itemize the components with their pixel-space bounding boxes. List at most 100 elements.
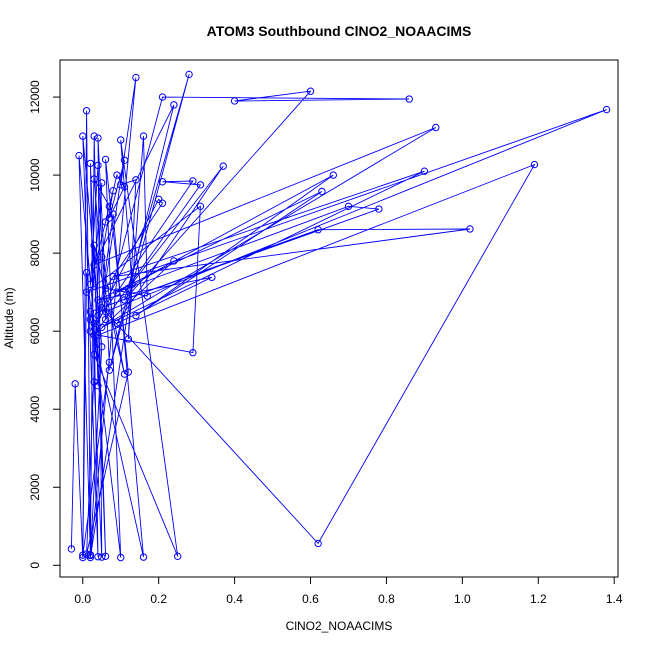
x-tick-label: 1.0 — [454, 592, 471, 606]
data-point — [170, 257, 178, 265]
data-point — [98, 343, 106, 351]
data-point — [196, 181, 205, 189]
data-point — [117, 136, 125, 144]
data-point — [109, 210, 117, 218]
data-point — [189, 348, 197, 357]
data-point — [105, 366, 114, 374]
data-point — [113, 319, 121, 328]
x-tick-label: 0.8 — [378, 592, 395, 606]
data-point — [86, 159, 95, 168]
data-point — [602, 105, 611, 114]
data-point — [101, 155, 110, 164]
data-point — [86, 280, 95, 289]
data-point — [94, 311, 102, 320]
data-point — [158, 199, 167, 207]
data-point — [82, 107, 91, 115]
data-point — [98, 553, 106, 561]
data-point — [101, 315, 110, 324]
data-point — [94, 382, 102, 390]
data-point — [158, 93, 167, 101]
data-point — [94, 134, 102, 142]
data-point — [128, 280, 136, 289]
data-point — [124, 368, 133, 376]
data-point — [67, 545, 76, 553]
x-tick-label: 1.4 — [606, 592, 623, 606]
data-point — [90, 175, 98, 183]
data-point — [405, 95, 413, 103]
y-axis: 0 2000 4000 6000 8000 10000 12000 — [28, 80, 61, 569]
data-point — [101, 218, 110, 226]
data-point — [98, 179, 106, 187]
data-point — [124, 284, 133, 292]
data-point — [466, 225, 474, 233]
data-point — [86, 327, 95, 335]
data-point — [94, 553, 102, 561]
data-point — [101, 552, 110, 561]
x-axis: 0.0 0.2 0.4 0.6 0.8 1.0 1.2 1.4 — [74, 576, 623, 606]
data-point — [82, 268, 91, 277]
data-point — [132, 176, 140, 184]
y-tick-label: 8000 — [28, 239, 42, 266]
data-point — [109, 187, 117, 195]
data-point — [124, 335, 133, 343]
data-point — [139, 553, 148, 561]
data-point — [79, 551, 87, 559]
chart-title: ATOM3 Southbound ClNO2_NOAACIMS — [207, 23, 472, 39]
data-point — [113, 171, 121, 179]
data-point — [306, 87, 315, 95]
y-tick-label: 12000 — [28, 80, 42, 114]
y-tick-label: 10000 — [28, 158, 42, 192]
x-tick-label: 0.0 — [74, 592, 91, 606]
data-point — [90, 132, 98, 140]
data-point — [117, 181, 125, 189]
data-point — [98, 253, 106, 261]
data-point — [90, 241, 98, 250]
y-tick-label: 2000 — [28, 474, 42, 501]
series-line — [70, 74, 607, 558]
data-point — [375, 205, 383, 213]
data-point — [170, 101, 178, 109]
data-point — [109, 272, 117, 281]
data-point — [154, 195, 163, 203]
data-point — [420, 167, 429, 175]
data-point — [90, 350, 98, 359]
data-point — [90, 378, 98, 386]
data-point — [94, 161, 102, 170]
data-point — [120, 183, 129, 191]
data-point — [329, 171, 338, 179]
data-point — [143, 292, 152, 300]
data-point — [101, 307, 110, 316]
data-point — [132, 311, 140, 320]
data-point — [344, 202, 353, 211]
data-point — [90, 331, 98, 339]
data-point — [318, 187, 326, 196]
data-point — [113, 288, 121, 296]
data-point — [314, 226, 322, 234]
y-tick-label: 0 — [28, 562, 42, 569]
data-point — [158, 178, 167, 186]
data-point — [98, 323, 106, 331]
series-layer — [67, 70, 611, 562]
y-tick-label: 6000 — [28, 318, 42, 345]
x-axis-label: ClNO2_NOAACIMS — [286, 619, 393, 633]
data-point — [105, 358, 114, 367]
data-point — [75, 151, 83, 160]
data-point — [105, 214, 114, 222]
data-point — [189, 177, 197, 185]
data-point — [120, 156, 129, 164]
data-point — [90, 261, 98, 269]
data-point — [132, 73, 140, 82]
x-tick-label: 0.4 — [226, 592, 243, 606]
data-point — [185, 70, 193, 79]
data-point — [90, 319, 98, 328]
data-point — [139, 132, 148, 140]
data-point — [86, 553, 95, 562]
data-point — [120, 296, 129, 304]
data-point — [82, 288, 91, 296]
data-point — [230, 97, 239, 105]
x-tick-label: 1.2 — [530, 592, 547, 606]
data-point — [314, 539, 322, 548]
data-point — [98, 304, 106, 312]
data-point — [86, 315, 95, 324]
